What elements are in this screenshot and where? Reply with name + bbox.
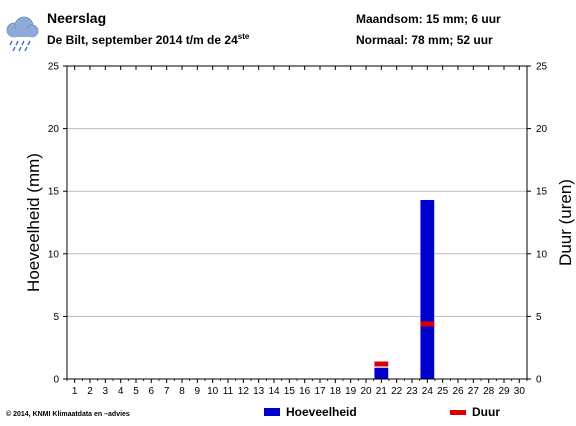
y-tick-label-left: 5 <box>53 312 59 323</box>
bar-hoeveelheid <box>374 367 389 379</box>
subtitle-text: De Bilt, september 2014 t/m de 24 <box>47 33 238 47</box>
normal-values: Normaal: 78 mm; 52 uur <box>356 33 493 47</box>
y-tick-label-left: 20 <box>48 124 60 135</box>
bar-hoeveelheid <box>420 199 435 379</box>
x-tick-label: 13 <box>253 386 265 397</box>
rain-cloud-icon <box>2 14 42 54</box>
y2-axis-label: Duur (uren) <box>556 179 575 266</box>
month-total: Maandsom: 15 mm; 6 uur <box>356 12 501 26</box>
y-tick-label-right: 25 <box>536 62 548 73</box>
x-tick-label: 4 <box>118 386 124 397</box>
x-tick-label: 6 <box>149 386 155 397</box>
plot-frame <box>66 65 528 380</box>
x-tick-label: 16 <box>299 386 311 397</box>
x-tick-label: 17 <box>314 386 326 397</box>
x-tick-label: 8 <box>179 386 185 397</box>
y-tick-label-left: 25 <box>48 62 60 73</box>
y-tick-label-right: 5 <box>536 312 542 323</box>
x-tick-label: 2 <box>87 386 93 397</box>
chart-subtitle: De Bilt, september 2014 t/m de 24ste <box>47 32 249 47</box>
x-tick-label: 5 <box>133 386 139 397</box>
x-tick-label: 20 <box>360 386 372 397</box>
y-tick-label-right: 15 <box>536 187 548 198</box>
y-tick-label-left: 15 <box>48 187 60 198</box>
legend-label-duur: Duur <box>472 405 500 419</box>
x-tick-label: 9 <box>195 386 201 397</box>
x-tick-label: 30 <box>514 386 526 397</box>
x-tick-label: 12 <box>238 386 250 397</box>
x-tick-label: 19 <box>345 386 357 397</box>
x-tick-label: 11 <box>223 386 234 397</box>
x-tick-label: 21 <box>376 386 388 397</box>
subtitle-suffix: ste <box>237 32 250 41</box>
x-tick-label: 25 <box>437 386 449 397</box>
y-tick-label-right: 20 <box>536 124 548 135</box>
x-tick-label: 7 <box>164 386 170 397</box>
x-tick-label: 26 <box>452 386 464 397</box>
y-tick-label-left: 0 <box>53 375 59 386</box>
marker-duur <box>374 361 389 367</box>
copyright-text: © 2014, KNMI Klimaatdata en –advies <box>6 411 130 418</box>
x-tick-label: 28 <box>483 386 495 397</box>
x-tick-label: 24 <box>422 386 434 397</box>
x-tick-label: 15 <box>284 386 296 397</box>
x-tick-label: 27 <box>468 386 480 397</box>
legend-swatch-hoeveelheid <box>264 408 280 416</box>
x-tick-label: 14 <box>268 386 280 397</box>
x-tick-label: 29 <box>498 386 510 397</box>
x-tick-label: 18 <box>330 386 342 397</box>
x-tick-label: 23 <box>406 386 418 397</box>
legend-swatch-duur <box>450 410 466 415</box>
y-axis-label: Hoeveelheid (mm) <box>24 153 43 292</box>
chart-title: Neerslag <box>47 10 107 26</box>
legend-label-hoeveelheid: Hoeveelheid <box>286 405 357 419</box>
y-tick-label-left: 10 <box>48 249 60 260</box>
y-tick-label-right: 0 <box>536 375 542 386</box>
x-tick-label: 22 <box>391 386 403 397</box>
x-tick-label: 1 <box>72 386 78 397</box>
x-tick-label: 10 <box>207 386 219 397</box>
x-tick-label: 3 <box>103 386 109 397</box>
marker-duur <box>420 321 435 327</box>
y-tick-label-right: 10 <box>536 249 548 260</box>
